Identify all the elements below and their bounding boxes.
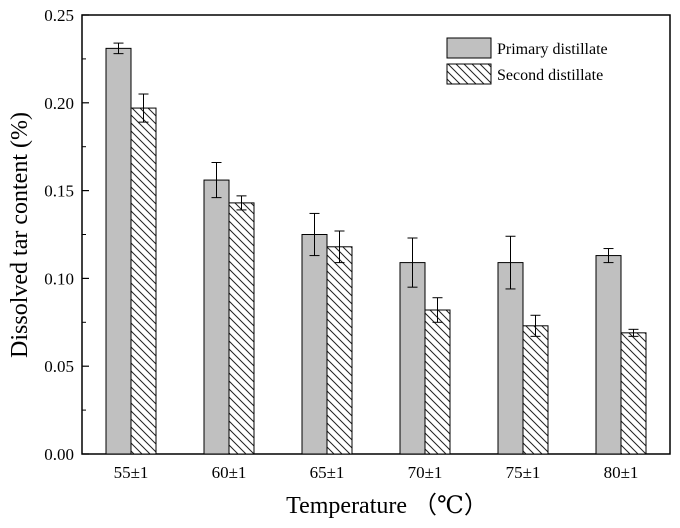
bar-primary: [203, 179, 230, 455]
x-axis-title: Temperature （℃）: [286, 493, 488, 519]
y-axis-title: Dissolved tar content (%): [7, 112, 33, 358]
bar-primary: [105, 47, 132, 455]
y-tick-label: 0.20: [44, 94, 74, 113]
x-tick-label: 75±1: [506, 463, 541, 482]
y-tick-label: 0.10: [44, 269, 74, 288]
bar-second: [522, 325, 549, 455]
x-tick-label: 80±1: [604, 463, 639, 482]
x-tick-label: 55±1: [114, 463, 149, 482]
bar-primary: [301, 234, 328, 455]
x-tick-label: 60±1: [212, 463, 247, 482]
bar-second: [228, 202, 255, 455]
x-tick-label: 65±1: [310, 463, 345, 482]
legend-label-second: Second distillate: [497, 67, 603, 84]
bar-primary: [595, 255, 622, 455]
legend-swatch-primary: [446, 37, 492, 59]
legend-swatch-second: [446, 63, 492, 85]
y-tick-label: 0.25: [44, 6, 74, 25]
legend: Primary distillate Second distillate: [446, 37, 608, 85]
bar-second: [620, 332, 647, 455]
bar-primary: [497, 262, 524, 455]
plot-area: 0.00 0.05 0.10 0.15 0.20 0.25 55±1 60±1 65±1 70±1…: [44, 6, 671, 482]
y-tick-label: 0.00: [44, 445, 74, 464]
y-tick-label: 0.05: [44, 357, 74, 376]
bar-primary: [399, 262, 426, 455]
x-tick-label: 70±1: [408, 463, 443, 482]
bar-second: [130, 107, 157, 455]
y-tick-label: 0.15: [44, 182, 74, 201]
legend-label-primary: Primary distillate: [497, 41, 608, 58]
bar-second: [326, 246, 353, 455]
bar-second: [424, 309, 451, 455]
